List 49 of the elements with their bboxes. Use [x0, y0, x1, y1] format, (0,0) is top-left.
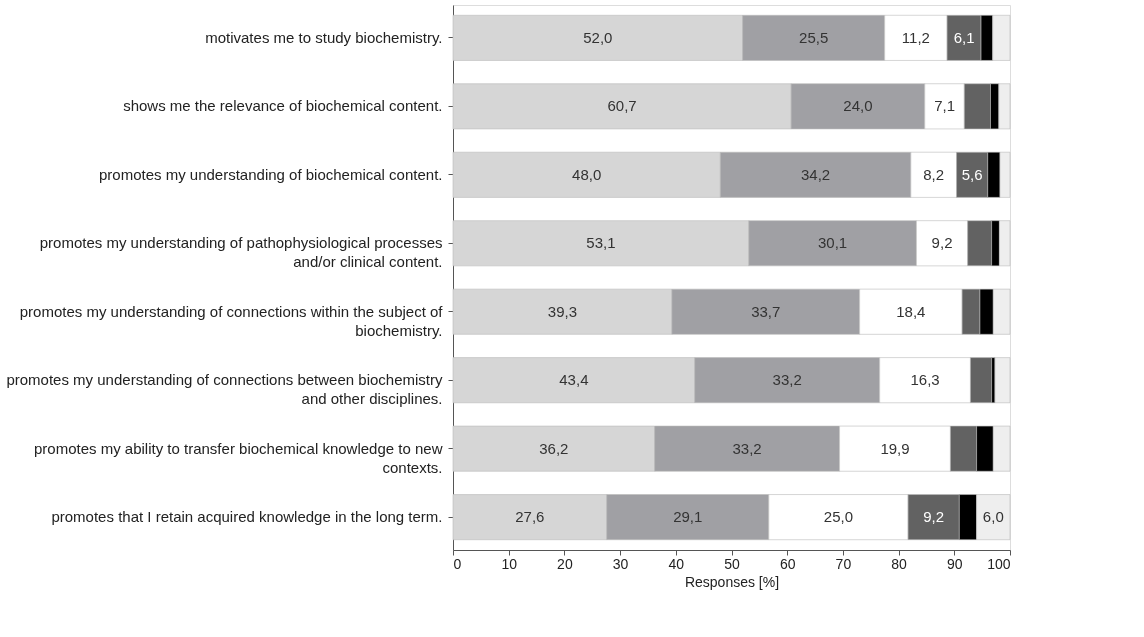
- data-label: 24,0: [843, 97, 873, 115]
- data-label: 33,2: [772, 371, 802, 389]
- data-label: 6,1: [953, 28, 975, 46]
- data-label: 39,3: [547, 302, 578, 320]
- x-tick-label: 60: [779, 555, 796, 572]
- data-label: 5,6: [961, 165, 983, 183]
- data-label: 53,1: [586, 234, 616, 252]
- data-label: 6,0: [982, 508, 1004, 526]
- data-label: 60,7: [607, 97, 637, 115]
- data-label: 8,2: [923, 165, 945, 183]
- data-label: 43,4: [559, 371, 589, 389]
- bar: [994, 357, 1011, 404]
- data-label: 33,7: [751, 302, 781, 320]
- y-tick-label: promotes my understanding of pathophysiological processes and/or clinical content.: [39, 234, 443, 271]
- x-tick-label: 90: [947, 555, 963, 572]
- data-label: 27,6: [515, 508, 545, 526]
- x-tick-label: 30: [612, 555, 629, 572]
- data-label: 9,2: [931, 234, 953, 252]
- y-tick-label: promotes my understanding of biochemical content.: [98, 165, 443, 183]
- x-tick-label: 40: [668, 555, 685, 572]
- y-tick-label: promotes my ability to transfer biochemical knowledge to new contexts.: [33, 439, 443, 476]
- data-label: 16,3: [910, 371, 940, 389]
- x-tick-label: 80: [891, 555, 908, 572]
- data-label: 48,0: [572, 165, 602, 183]
- data-label: 9,2: [923, 508, 945, 526]
- x-tick-label: 100: [987, 555, 1011, 572]
- x-tick-label: 10: [501, 555, 518, 572]
- data-label: 18,4: [896, 302, 926, 320]
- data-label: 25,0: [823, 508, 854, 526]
- data-label: 11,2: [901, 28, 930, 46]
- data-label: 34,2: [801, 165, 831, 183]
- y-tick-label: promotes my understanding of connections between biochemistry and other disciplines.: [6, 371, 443, 408]
- x-axis-title: Responses [%]: [684, 573, 780, 590]
- data-label: 30,1: [817, 234, 848, 252]
- data-label: 25,5: [799, 28, 829, 46]
- data-label: 19,9: [880, 439, 910, 457]
- x-tick-label: 50: [724, 555, 740, 572]
- y-tick-label: motivates me to study biochemistry.: [205, 28, 443, 46]
- y-tick-label: shows me the relevance of biochemical content.: [123, 97, 443, 115]
- data-label: 33,2: [732, 439, 762, 457]
- x-tick-label: 70: [835, 555, 852, 572]
- x-tick-label: 20: [557, 555, 573, 572]
- y-tick-label: promotes my understanding of connections within the subject of biochemistry.: [19, 302, 444, 339]
- x-tick-label: 0: [453, 555, 462, 572]
- data-label: 36,2: [539, 439, 569, 457]
- y-tick-label: promotes that I retain acquired knowledge in the long term.: [51, 508, 443, 526]
- data-label: 7,1: [934, 97, 955, 115]
- data-label: 29,1: [673, 508, 703, 526]
- data-label: 52,0: [583, 28, 613, 46]
